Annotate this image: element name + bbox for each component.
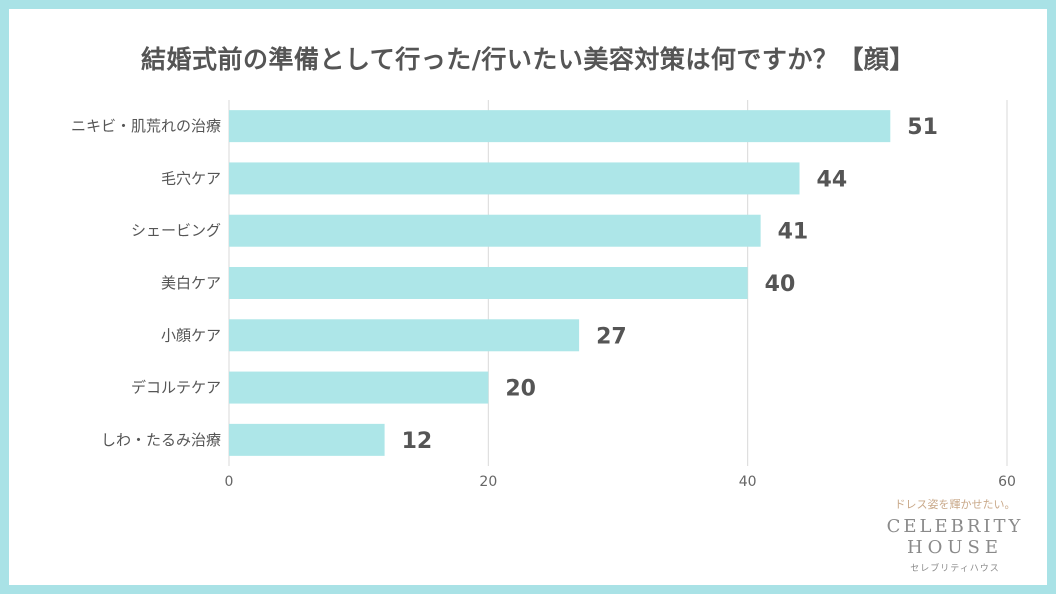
data-label: 20	[505, 377, 536, 402]
category-label: 美白ケア	[161, 274, 221, 292]
brand-tagline: ドレス姿を輝かせたい。	[894, 498, 1016, 511]
data-label: 27	[596, 324, 627, 349]
data-label: 12	[402, 429, 433, 454]
x-tick-label: 40	[739, 474, 757, 490]
bar	[229, 371, 489, 404]
category-label: しわ・たるみ治療	[101, 431, 221, 449]
data-label: 44	[817, 167, 848, 192]
data-label: 51	[907, 115, 938, 140]
bar	[229, 267, 748, 299]
bar	[229, 162, 800, 195]
category-label: シェービング	[131, 222, 221, 240]
bar	[229, 110, 891, 143]
category-label: 毛穴ケア	[161, 169, 221, 187]
x-tick-label: 60	[998, 474, 1016, 490]
bar	[229, 319, 580, 352]
brand-name-line1: CELEBRITY	[886, 516, 1024, 537]
bar	[229, 423, 385, 456]
data-label: 41	[778, 220, 809, 245]
category-label: ニキビ・肌荒れの治療	[71, 117, 221, 135]
x-tick-label: 20	[479, 474, 497, 490]
chart-title: 結婚式前の準備として行った/行いたい美容対策は何ですか？【顔】	[141, 45, 915, 74]
category-label: 小顔ケア	[161, 326, 221, 344]
brand-kana: セレブリティハウス	[910, 564, 1000, 574]
category-label: デコルテケア	[131, 379, 221, 397]
bar	[229, 214, 761, 247]
x-tick-label: 0	[225, 474, 234, 490]
brand-name-line2: HOUSE	[906, 537, 1004, 558]
data-label: 40	[765, 272, 796, 297]
brand-logo: ドレス姿を輝かせたい。 CELEBRITY HOUSE セレブリティハウス	[880, 496, 1030, 574]
